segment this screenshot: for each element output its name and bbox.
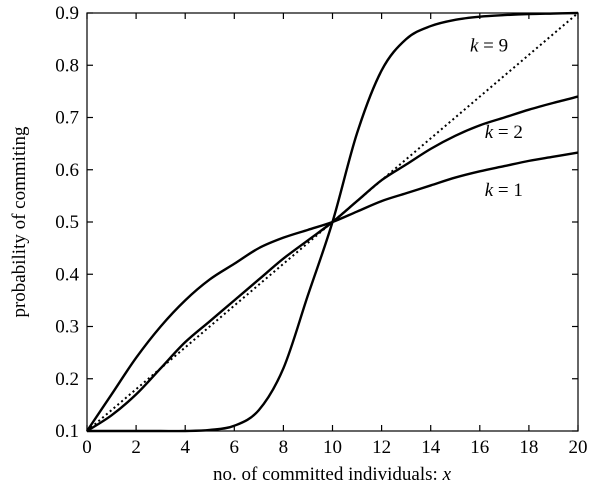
y-axis: 0.1 0.2 0.3 0.4 0.5 0.6 0.7 0.8 0.9 <box>55 3 578 442</box>
annotation-value: = 2 <box>493 122 523 143</box>
x-tick-label: 0 <box>82 437 92 458</box>
y-tick-label: 0.6 <box>55 160 79 181</box>
series-line-k9 <box>87 11 579 433</box>
x-tick-label: 18 <box>519 437 538 458</box>
annotations-group: k = 9k = 2k = 1 <box>470 36 523 201</box>
x-axis-variable: x <box>442 464 452 485</box>
series-group <box>86 11 579 433</box>
x-axis: 0 2 4 6 8 10 12 14 16 18 20 <box>82 13 588 458</box>
series-annotation: k = 2 <box>485 122 523 143</box>
x-tick-label: 14 <box>421 437 441 458</box>
y-tick-label: 0.9 <box>55 3 79 24</box>
series-line-k2 <box>86 95 579 433</box>
annotation-variable: k <box>485 180 494 201</box>
annotation-value: = 1 <box>493 180 523 201</box>
annotation-variable: k <box>485 122 494 143</box>
x-tick-label: 8 <box>279 437 289 458</box>
x-tick-label: 12 <box>372 437 391 458</box>
x-tick-label: 16 <box>470 437 489 458</box>
y-axis-label: probability of commiting <box>9 126 30 318</box>
series-annotation: k = 1 <box>485 180 523 201</box>
y-tick-label: 0.5 <box>55 212 79 233</box>
y-tick-label: 0.7 <box>55 108 79 129</box>
y-tick-label: 0.3 <box>55 317 79 338</box>
x-tick-label: 6 <box>230 437 240 458</box>
y-tick-label: 0.4 <box>55 264 79 285</box>
x-tick-label: 2 <box>131 437 141 458</box>
x-tick-label: 20 <box>569 437 588 458</box>
x-tick-label: 4 <box>180 437 190 458</box>
x-tick-label: 10 <box>323 437 342 458</box>
y-tick-label: 0.2 <box>55 369 79 390</box>
annotation-variable: k <box>470 36 479 57</box>
annotation-value: = 9 <box>478 36 508 57</box>
x-axis-label: no. of committed individuals: x <box>213 464 452 485</box>
series-annotation: k = 9 <box>470 36 508 57</box>
y-tick-label: 0.8 <box>55 55 79 76</box>
y-tick-label: 0.1 <box>55 421 79 442</box>
